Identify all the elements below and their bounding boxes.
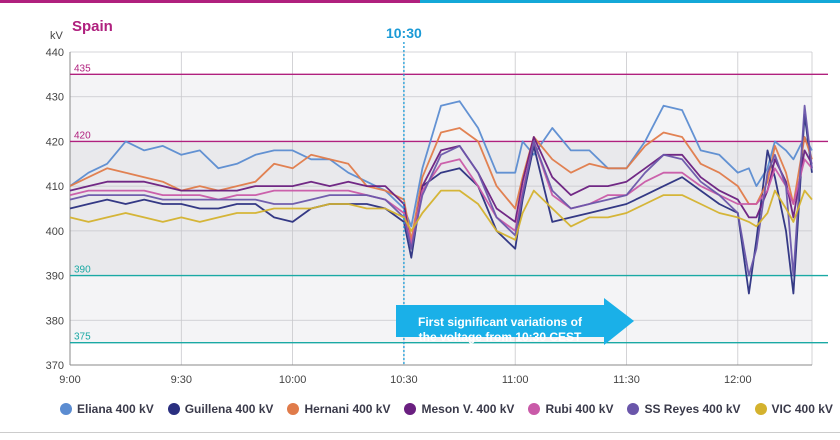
series-line [69,189,813,241]
legend-label: Guillena 400 kV [184,402,274,416]
event-marker-label: 10:30 [386,25,422,41]
chart-title: Spain [72,18,113,35]
legend-swatch [404,403,417,415]
legend-item: SS Reyes 400 kV [627,402,741,416]
y-tick-label: 390 [46,271,64,283]
legend-label: Rubi 400 kV [545,402,614,416]
legend-item: VIC 400 kV [754,402,833,416]
legend-item: Rubi 400 kV [528,402,613,416]
legend-swatch [167,403,180,415]
series-line [69,140,813,246]
legend-label: Eliana 400 kV [77,402,154,416]
legend-item: Meson V. 400 kV [404,402,514,416]
x-tick-label: 11:00 [502,374,529,386]
legend-swatch [60,403,72,415]
top-accent-rule [0,0,840,3]
x-tick-label: 11:30 [613,374,640,386]
y-axis-unit-label: kV [50,30,64,42]
legend-item: Hernani 400 kV [287,402,390,416]
y-tick-label: 410 [46,181,64,193]
y-tick-label: 380 [46,315,64,327]
top-accent-rule-magenta [0,0,420,3]
y-tick-label: 400 [46,226,64,238]
legend-item: Eliana 400 kV [60,402,154,416]
reference-line-label: 435 [74,63,91,74]
bottom-divider [0,432,840,433]
reference-line-label: 390 [74,265,91,276]
legend-swatch [528,403,541,415]
legend-label: Hernani 400 kV [304,402,391,416]
x-tick-label: 10:30 [390,374,418,386]
legend-label: VIC 400 kV [771,402,833,416]
x-tick-label: 9:00 [59,374,80,386]
series-line [69,127,813,241]
legend-label: Meson V. 400 kV [421,402,515,416]
legend-swatch [627,403,640,415]
x-tick-label: 10:00 [279,374,307,386]
x-tick-label: 9:30 [171,374,192,386]
y-tick-label: 420 [46,136,64,148]
legend-label: SS Reyes 400 kV [644,402,741,416]
legend-swatch [754,403,767,415]
top-accent-rule-cyan [420,0,840,3]
series-line [69,104,813,277]
x-tick-label: 12:00 [724,374,752,386]
y-tick-label: 430 [46,92,64,104]
annotation-line-2: the voltage from 10:30 CEST [419,330,582,344]
reference-line-label: 375 [74,332,91,343]
series-line [69,100,813,228]
legend-swatch [287,403,300,415]
chart-legend: Eliana 400 kV Guillena 400 kV Hernani 400 … [60,398,833,420]
annotation-line-1: First significant variations of [418,315,583,329]
annotation-arrow [396,298,634,345]
y-tick-label: 370 [46,360,64,372]
legend-item: Guillena 400 kV [167,402,274,416]
reference-line-label: 420 [74,130,91,141]
y-tick-label: 440 [46,47,64,59]
